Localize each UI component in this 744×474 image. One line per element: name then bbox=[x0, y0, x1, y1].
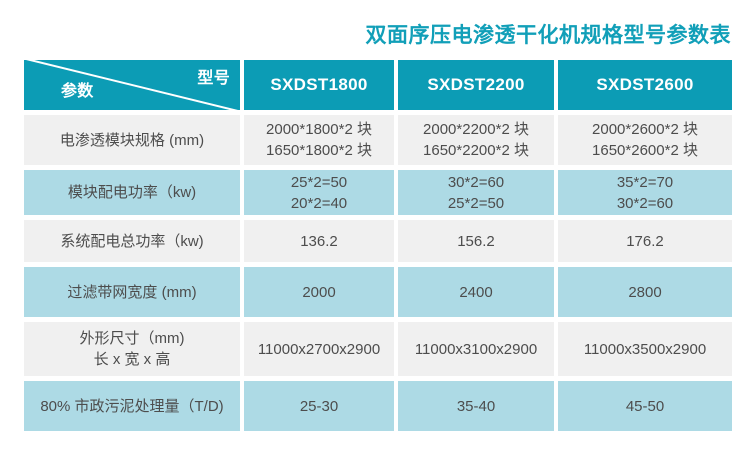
cell-line: 模块配电功率（kw) bbox=[67, 184, 197, 201]
row-label-dimensions: 外形尺寸（mm) 长 x 宽 x 高 bbox=[24, 322, 240, 376]
table-cell: 30*2=60 25*2=50 bbox=[398, 170, 554, 215]
diagonal-divider-line bbox=[25, 60, 239, 110]
cell-line: 45-50 bbox=[625, 397, 665, 415]
corner-model-label: 型号 bbox=[197, 70, 230, 87]
column-header-sxdst2600: SXDST2600 bbox=[558, 60, 732, 110]
cell-line: 35-40 bbox=[456, 397, 496, 415]
column-header-sxdst2200: SXDST2200 bbox=[398, 60, 554, 110]
corner-param-label: 参数 bbox=[61, 83, 94, 100]
column-header-sxdst1800: SXDST1800 bbox=[244, 60, 394, 110]
spec-table: 型号 参数 SXDST1800 SXDST2200 SXDST2600 电渗透模… bbox=[24, 60, 732, 431]
row-label-system-power: 系统配电总功率（kw) bbox=[24, 220, 240, 262]
cell-line: 80% 市政污泥处理量（T/D) bbox=[40, 397, 224, 415]
cell-line: 20*2=40 bbox=[290, 194, 348, 212]
cell-line: 2400 bbox=[459, 283, 493, 301]
table-cell: 2000*2200*2 块 1650*2200*2 块 bbox=[398, 115, 554, 165]
cell-line: 2000*2200*2 块 bbox=[423, 121, 529, 138]
cell-line: 1650*2600*2 块 bbox=[592, 142, 698, 159]
cell-line: 30*2=60 bbox=[616, 194, 674, 212]
table-cell: 11000x3500x2900 bbox=[558, 322, 732, 376]
cell-line: 25*2=50 bbox=[290, 173, 348, 191]
row-label-sludge-capacity: 80% 市政污泥处理量（T/D) bbox=[24, 381, 240, 431]
cell-line: 2000 bbox=[302, 283, 336, 301]
page-title: 双面序压电渗透干化机规格型号参数表 bbox=[365, 24, 731, 47]
row-label-module-power: 模块配电功率（kw) bbox=[24, 170, 240, 215]
cell-line: 25*2=50 bbox=[447, 194, 505, 212]
table-cell: 136.2 bbox=[244, 220, 394, 262]
table-cell: 35-40 bbox=[398, 381, 554, 431]
table-cell: 45-50 bbox=[558, 381, 732, 431]
cell-line: 电渗透模块规格 (mm) bbox=[59, 131, 205, 149]
table-cell: 11000x2700x2900 bbox=[244, 322, 394, 376]
table-cell: 11000x3100x2900 bbox=[398, 322, 554, 376]
cell-line: 25-30 bbox=[299, 397, 339, 415]
table-cell: 25*2=50 20*2=40 bbox=[244, 170, 394, 215]
table-cell: 2000 bbox=[244, 267, 394, 317]
cell-line: 外形尺寸（mm) bbox=[79, 330, 185, 347]
cell-line: 2800 bbox=[628, 283, 662, 301]
cell-line: 长 x 宽 x 高 bbox=[93, 351, 171, 368]
table-cell: 2000*1800*2 块 1650*1800*2 块 bbox=[244, 115, 394, 165]
table-cell: 2400 bbox=[398, 267, 554, 317]
corner-header-cell: 型号 参数 bbox=[24, 60, 240, 110]
cell-line: 2000*1800*2 块 bbox=[266, 121, 372, 138]
table-cell: 156.2 bbox=[398, 220, 554, 262]
cell-line: 176.2 bbox=[626, 232, 664, 250]
table-cell: 176.2 bbox=[558, 220, 732, 262]
cell-line: 11000x3100x2900 bbox=[414, 340, 538, 358]
cell-line: 35*2=70 bbox=[616, 173, 674, 191]
row-label-belt-width: 过滤带网宽度 (mm) bbox=[24, 267, 240, 317]
cell-line: 过滤带网宽度 (mm) bbox=[67, 283, 197, 301]
cell-line: 11000x2700x2900 bbox=[257, 340, 381, 358]
cell-line: 1650*2200*2 块 bbox=[423, 142, 529, 159]
table-cell: 25-30 bbox=[244, 381, 394, 431]
table-cell: 2800 bbox=[558, 267, 732, 317]
row-label-module-spec: 电渗透模块规格 (mm) bbox=[24, 115, 240, 165]
cell-line: 2000*2600*2 块 bbox=[592, 121, 698, 138]
cell-line: 30*2=60 bbox=[447, 173, 505, 191]
cell-line: 11000x3500x2900 bbox=[583, 340, 707, 358]
cell-line: 系统配电总功率（kw) bbox=[60, 232, 204, 250]
table-cell: 2000*2600*2 块 1650*2600*2 块 bbox=[558, 115, 732, 165]
cell-line: 136.2 bbox=[300, 232, 338, 250]
table-cell: 35*2=70 30*2=60 bbox=[558, 170, 732, 215]
cell-line: 1650*1800*2 块 bbox=[266, 142, 372, 159]
cell-line: 156.2 bbox=[457, 232, 495, 250]
